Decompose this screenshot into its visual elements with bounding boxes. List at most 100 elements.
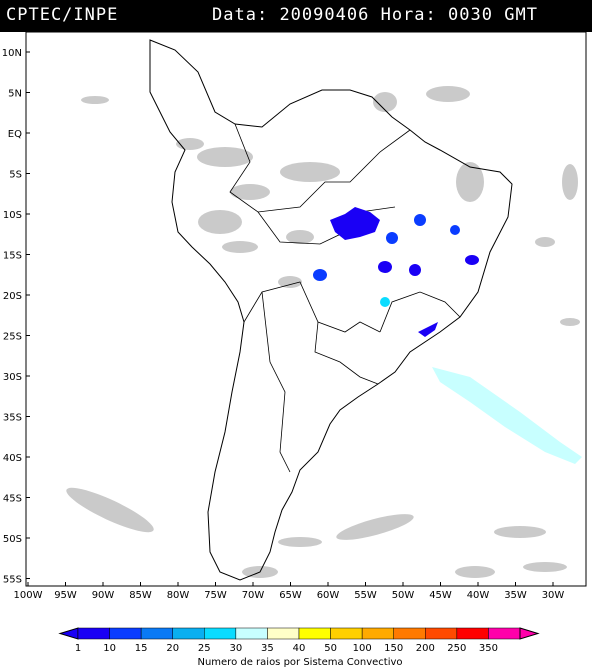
legend-color-box bbox=[361, 627, 394, 640]
legend-color-box bbox=[204, 627, 237, 640]
legend-tick-labels: 1 10 15 20 25 30 35 40 50 100 150 200 250 350 bbox=[75, 643, 498, 654]
longitude-label: 75W bbox=[204, 590, 227, 601]
legend-color-box bbox=[77, 627, 110, 640]
border-line bbox=[314, 321, 379, 385]
cloud-patch bbox=[562, 164, 578, 200]
longitude-label: 50W bbox=[392, 590, 415, 601]
longitude-axis: 100W 95W 90W 85W 80W 75W 70W 65W 60W 55W 50W 45W 40W… bbox=[14, 582, 565, 601]
timezone-value: GMT bbox=[504, 5, 538, 25]
date-time-label: Data: 20090406 Hora: 0030 GMT bbox=[212, 5, 538, 25]
lightning-clusters bbox=[313, 207, 479, 337]
legend-tick-label: 15 bbox=[135, 643, 148, 654]
legend-tick-label: 250 bbox=[447, 643, 466, 654]
cloud-patch bbox=[198, 210, 242, 234]
latitude-label: 25S bbox=[3, 332, 22, 343]
longitude-label: 30W bbox=[542, 590, 565, 601]
cloud-patch bbox=[280, 162, 340, 182]
legend-tick-label: 350 bbox=[479, 643, 498, 654]
legend-color-box bbox=[235, 627, 268, 640]
legend-color-box bbox=[109, 627, 142, 640]
cloud-patch bbox=[336, 514, 414, 540]
cloud-patch bbox=[197, 147, 253, 167]
cloud-patch bbox=[494, 526, 546, 538]
title-bar: CPTEC/INPE Data: 20090406 Hora: 0030 GMT bbox=[0, 0, 592, 32]
longitude-label: 35W bbox=[504, 590, 527, 601]
cloud-patch bbox=[278, 276, 302, 288]
cloud-cover bbox=[66, 86, 580, 578]
latitude-label: 40S bbox=[3, 453, 22, 464]
cloud-patch bbox=[560, 318, 580, 326]
cloud-patch bbox=[426, 86, 470, 102]
legend-tick-label: 100 bbox=[353, 643, 372, 654]
convective-band bbox=[432, 367, 582, 464]
legend-color-box bbox=[425, 627, 458, 640]
legend-tick-label: 30 bbox=[229, 643, 242, 654]
lightning-cluster bbox=[313, 269, 327, 281]
legend-arrow-high bbox=[519, 627, 540, 640]
lightning-cluster bbox=[380, 297, 390, 307]
legend-tick-label: 10 bbox=[103, 643, 116, 654]
latitude-label: 55S bbox=[3, 575, 22, 586]
legend: 1 10 15 20 25 30 35 40 50 100 150 200 250 350 Numero … bbox=[58, 627, 540, 668]
lightning-cluster bbox=[418, 322, 438, 337]
legend-caption: Numero de raios por Sistema Convectivo bbox=[197, 657, 402, 668]
latitude-label: 50S bbox=[3, 534, 22, 545]
cloud-patch bbox=[373, 92, 397, 112]
cloud-patch bbox=[456, 162, 484, 202]
longitude-label: 40W bbox=[467, 590, 490, 601]
legend-tick-label: 40 bbox=[293, 643, 306, 654]
lightning-cluster bbox=[386, 232, 398, 244]
date-label: Data: bbox=[212, 5, 269, 25]
longitude-label: 95W bbox=[54, 590, 77, 601]
latitude-label: 15S bbox=[3, 251, 22, 262]
legend-color-box bbox=[488, 627, 521, 640]
lightning-cluster bbox=[450, 225, 460, 235]
latitude-label: 20S bbox=[3, 291, 22, 302]
legend-tick-label: 200 bbox=[416, 643, 435, 654]
cloud-patch bbox=[286, 230, 314, 244]
legend-tick-label: 35 bbox=[261, 643, 274, 654]
legend-color-box bbox=[140, 627, 173, 640]
longitude-label: 70W bbox=[242, 590, 265, 601]
latitude-axis: 10N 5N EQ 5S 10S 15S 20S 25S 30S 35S 40S 45S 50S 55S bbox=[2, 48, 30, 586]
lightning-cluster bbox=[330, 207, 380, 240]
legend-color-box bbox=[330, 627, 363, 640]
cloud-patch bbox=[455, 566, 495, 578]
longitude-label: 85W bbox=[129, 590, 152, 601]
latitude-label: 10S bbox=[3, 210, 22, 221]
legend-arrow-low bbox=[58, 627, 79, 640]
cloud-patch bbox=[523, 562, 567, 572]
cloud-patch bbox=[230, 184, 270, 200]
legend-color-box bbox=[267, 627, 300, 640]
latitude-label: 10N bbox=[2, 48, 22, 59]
legend-color-box bbox=[172, 627, 205, 640]
map-frame bbox=[25, 32, 587, 587]
legend-tick-label: 150 bbox=[384, 643, 403, 654]
lightning-cluster bbox=[409, 264, 421, 276]
country-borders bbox=[229, 123, 461, 473]
legend-color-box bbox=[393, 627, 426, 640]
legend-color-box bbox=[298, 627, 331, 640]
longitude-label: 90W bbox=[92, 590, 115, 601]
latitude-label: 5S bbox=[9, 170, 22, 181]
lightning-map: 10N5NEQ5S10S15S20S25S30S35S40S45S50S55S … bbox=[2, 32, 587, 601]
continent-outline bbox=[149, 39, 513, 581]
longitude-label: 80W bbox=[167, 590, 190, 601]
legend-colorbar bbox=[58, 627, 540, 640]
legend-tick-label: 20 bbox=[166, 643, 179, 654]
longitude-label: 65W bbox=[279, 590, 302, 601]
border-line bbox=[379, 291, 461, 333]
lightning-cluster bbox=[378, 261, 392, 273]
lightning-cluster bbox=[414, 214, 426, 226]
latitude-label: 45S bbox=[3, 494, 22, 505]
cloud-patch bbox=[222, 241, 258, 253]
longitude-label: 45W bbox=[429, 590, 452, 601]
latitude-label: 5N bbox=[8, 89, 22, 100]
longitude-label: 55W bbox=[354, 590, 377, 601]
longitude-label: 100W bbox=[14, 590, 43, 601]
date-value: 20090406 bbox=[279, 5, 370, 25]
time-value: 0030 bbox=[448, 5, 493, 25]
cloud-patch bbox=[66, 487, 154, 533]
source-label: CPTEC/INPE bbox=[6, 5, 119, 25]
legend-tick-label: 50 bbox=[324, 643, 337, 654]
